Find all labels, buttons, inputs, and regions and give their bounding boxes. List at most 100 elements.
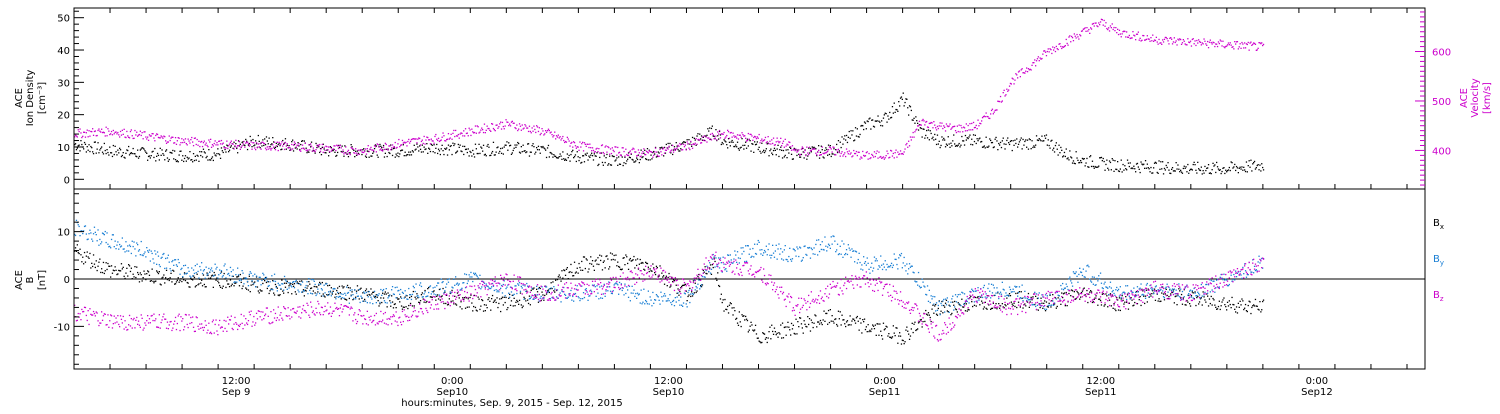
velocity-point [551,134,552,135]
density-point [560,153,561,154]
density-point [1052,149,1053,150]
velocity-point [978,125,979,126]
velocity-point [204,141,205,142]
by-point [215,264,216,265]
velocity-point [736,137,737,138]
density-point [1228,169,1229,170]
bx-point [178,277,179,278]
bx-point [77,244,78,245]
bx-point [866,326,867,327]
density-point [1020,139,1021,140]
velocity-point [243,141,244,142]
bx-point [502,297,503,298]
bx-point [415,297,416,298]
by-point [435,294,436,295]
bx-point [818,321,819,322]
density-point [547,147,548,148]
bx-point [552,281,553,282]
velocity-point [227,148,228,149]
velocity-point [1117,29,1118,30]
by-point [242,270,243,271]
top-ytick-label: 30 [57,78,70,89]
velocity-point [422,140,423,141]
velocity-point [356,153,357,154]
density-point [436,144,437,145]
bx-point [781,337,782,338]
velocity-point [1176,44,1177,45]
velocity-point [117,132,118,133]
velocity-point [795,150,796,151]
bx-point [424,290,425,291]
bx-point [792,328,793,329]
velocity-point [480,130,481,131]
velocity-point [292,148,293,149]
density-point [972,144,973,145]
velocity-point [940,122,941,123]
by-point [295,281,296,282]
by-point [455,276,456,277]
density-point [105,150,106,151]
bx-point [1176,304,1177,305]
bx-point [954,301,955,302]
density-point [563,158,564,159]
bx-point [516,300,517,301]
by-point [423,296,424,297]
velocity-point [598,148,599,149]
by-point [341,293,342,294]
density-point [1026,147,1027,148]
velocity-point [657,155,658,156]
bx-point [1035,296,1036,297]
by-point [763,252,764,253]
density-point [304,140,305,141]
density-point [892,106,893,107]
velocity-point [106,135,107,136]
density-point [1113,160,1114,161]
density-point [759,147,760,148]
density-point [544,148,545,149]
velocity-point [880,156,881,157]
velocity-point [1129,35,1130,36]
velocity-point [884,159,885,160]
by-point [249,274,250,275]
by-point [129,245,130,246]
bx-point [841,315,842,316]
bx-point [806,326,807,327]
bx-point [1233,304,1234,305]
bx-point [115,270,116,271]
density-point [901,96,902,97]
by-point [373,295,374,296]
density-point [620,164,621,165]
by-point [420,282,421,283]
density-point [863,129,864,130]
bx-point [1125,296,1126,297]
velocity-point [346,153,347,154]
by-point [514,294,515,295]
density-point [206,156,207,157]
bx-point [85,262,86,263]
bx-point [1095,295,1096,296]
density-point [1064,152,1065,153]
bx-point [79,253,80,254]
density-point [974,141,975,142]
bx-point [367,295,368,296]
velocity-point [157,134,158,135]
bx-point [130,271,131,272]
bx-point [257,286,258,287]
density-point [1080,160,1081,161]
by-point [247,281,248,282]
density-point [168,161,169,162]
velocity-point [518,129,519,130]
density-point [228,151,229,152]
velocity-point [849,150,850,151]
bx-point [867,331,868,332]
bx-point [1203,291,1204,292]
by-point [656,294,657,295]
velocity-point [113,130,114,131]
velocity-point [401,144,402,145]
velocity-point [496,124,497,125]
density-point [1039,138,1040,139]
velocity-point [583,150,584,151]
bx-point [553,290,554,291]
by-point [185,265,186,266]
bx-point [1104,304,1105,305]
